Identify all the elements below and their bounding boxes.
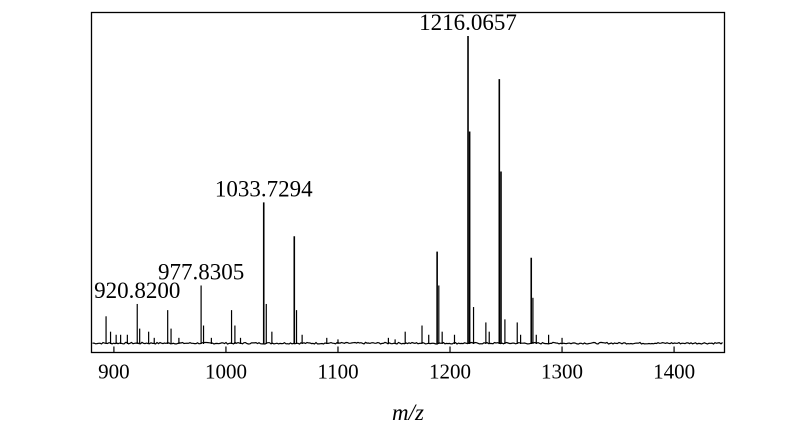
x-axis-ticks [113, 346, 675, 353]
peak-label: 1216.0657 [419, 10, 517, 35]
x-tick-label: 900 [98, 360, 130, 384]
plot-frame [90, 11, 726, 354]
x-tick-label: 1000 [205, 360, 247, 384]
peak-label: 977.8305 [158, 259, 244, 284]
x-tick-label: 1200 [429, 360, 471, 384]
x-tick-label: 1400 [653, 360, 695, 384]
peak-label: 1033.7294 [215, 176, 313, 201]
x-axis-title: m/z [392, 400, 424, 425]
x-tick-label: 1300 [541, 360, 583, 384]
peak-label: 920.8200 [94, 278, 180, 303]
x-axis-tick-labels: 900 1000 1100 1200 1300 1400 [98, 360, 695, 384]
spectrum-peaks [105, 36, 563, 344]
spectrum-baseline [92, 341, 723, 345]
x-tick-label: 1100 [317, 360, 358, 384]
